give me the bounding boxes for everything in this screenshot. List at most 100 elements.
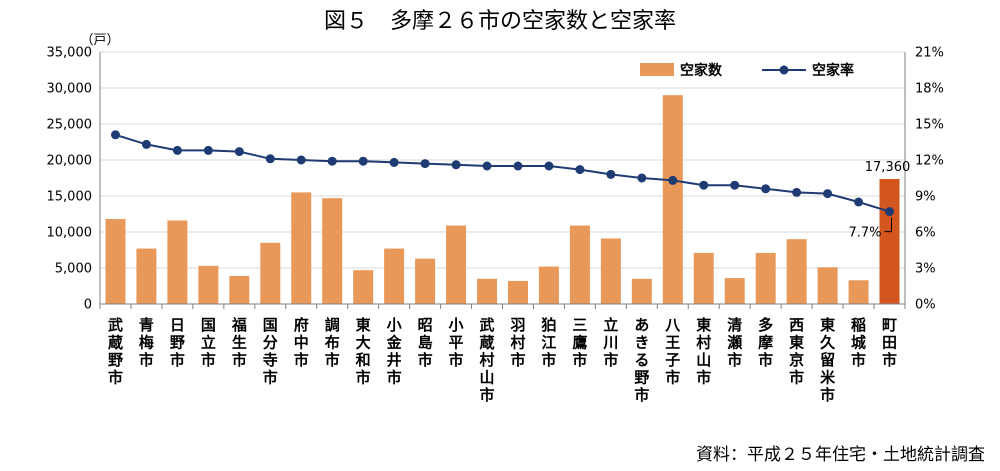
right-tick-label: 9% xyxy=(915,190,936,205)
rate-point xyxy=(172,145,182,155)
bar xyxy=(786,239,807,304)
rate-point xyxy=(265,154,275,164)
left-tick-label: 35,000 xyxy=(47,46,93,61)
left-tick-label: 15,000 xyxy=(47,190,93,205)
category-label: 武蔵村山市 xyxy=(480,316,495,404)
rate-point xyxy=(296,155,306,165)
right-tick-label: 12% xyxy=(915,154,944,169)
bar xyxy=(415,258,436,304)
bar xyxy=(507,280,528,304)
rate-point xyxy=(637,173,647,183)
bar xyxy=(136,248,157,304)
category-label: 日野市 xyxy=(170,316,185,369)
right-tick-label: 3% xyxy=(915,262,936,277)
category-label: 町田市 xyxy=(882,316,897,369)
right-tick-label: 6% xyxy=(915,226,936,241)
rate-data-label: 7.7% xyxy=(848,226,881,241)
category-label: 八王子市 xyxy=(664,316,681,387)
category-label: 西東京市 xyxy=(789,316,804,387)
legend-bar-swatch xyxy=(640,63,674,76)
bar xyxy=(105,219,126,304)
category-label: 国立市 xyxy=(201,316,216,369)
bar xyxy=(879,179,900,304)
rate-point xyxy=(358,156,368,166)
bar-data-label: 17,360 xyxy=(865,160,911,175)
right-tick-label: 15% xyxy=(915,118,944,133)
bar xyxy=(538,266,559,304)
rate-point xyxy=(420,159,430,169)
bar xyxy=(229,275,250,304)
category-label: 武蔵野市 xyxy=(108,316,123,387)
axes xyxy=(99,52,906,309)
rate-label-leader xyxy=(884,217,893,233)
bar xyxy=(569,225,590,304)
legend: 空家数 空家率 xyxy=(640,62,854,79)
category-label: 東大和市 xyxy=(356,316,371,387)
right-tick-label: 21% xyxy=(915,46,944,61)
rate-point xyxy=(141,139,151,149)
rate-point xyxy=(451,160,461,170)
rate-point xyxy=(761,184,771,194)
right-tick-label: 0% xyxy=(915,298,936,313)
source-note: 資料：平成２５年住宅・土地統計調査 xyxy=(696,445,985,465)
category-label: 小金井市 xyxy=(386,316,403,387)
bar xyxy=(724,278,745,304)
category-label: 東久留米市 xyxy=(820,316,836,404)
left-tick-label: 5,000 xyxy=(55,262,92,277)
bar xyxy=(322,198,343,304)
rate-point xyxy=(389,157,399,167)
left-tick-label: 20,000 xyxy=(47,154,93,169)
rate-point xyxy=(885,207,895,217)
bar xyxy=(755,252,776,304)
bar xyxy=(817,267,838,304)
category-label: 調布市 xyxy=(325,316,340,369)
rate-point xyxy=(482,161,492,171)
category-label: 稲城市 xyxy=(851,316,866,369)
left-tick-label: 30,000 xyxy=(47,82,93,97)
left-axis-ticks: 0 5,000 10,000 15,000 20,000 25,000 30,000 35,0… xyxy=(47,46,93,313)
rate-point xyxy=(699,180,709,190)
bar xyxy=(353,270,374,304)
right-axis-ticks: 0% 3% 6% 9% 12% 15% 18% 21% xyxy=(915,46,944,313)
unit-label: （戸） xyxy=(80,33,119,48)
rate-point xyxy=(575,165,585,175)
bar xyxy=(693,252,714,304)
bar xyxy=(446,225,467,304)
rate-point xyxy=(203,145,213,155)
line-series xyxy=(110,130,895,217)
left-tick-label: 0 xyxy=(84,298,92,313)
category-label: 清瀬市 xyxy=(727,316,742,369)
category-label: 立川市 xyxy=(602,316,618,369)
legend-line-marker xyxy=(779,65,789,75)
rate-point xyxy=(110,130,120,140)
bar xyxy=(600,238,621,304)
category-label: 羽村市 xyxy=(510,316,525,369)
annotations: 17,360 7.7% xyxy=(848,160,910,241)
bar xyxy=(167,220,188,304)
rate-point xyxy=(513,161,523,171)
category-label: 青梅市 xyxy=(139,316,154,369)
category-label: 三鷹市 xyxy=(572,316,587,369)
rate-line xyxy=(115,133,890,213)
bar xyxy=(260,242,281,304)
gridlines xyxy=(100,51,905,269)
rate-point xyxy=(823,189,833,199)
right-tick-label: 18% xyxy=(915,82,944,97)
category-label: 昭島市 xyxy=(418,316,433,369)
bar-series xyxy=(105,95,900,304)
category-label: 福生市 xyxy=(231,316,247,369)
category-label: 国分寺市 xyxy=(263,316,278,387)
category-label: あきる野市 xyxy=(634,316,649,404)
bar xyxy=(631,278,652,304)
rate-point xyxy=(792,187,802,197)
legend-line-label: 空家率 xyxy=(812,62,854,79)
bar xyxy=(848,280,869,304)
category-label: 多摩市 xyxy=(758,316,774,369)
bar xyxy=(291,192,312,304)
chart-title: 図５ 多摩２６市の空家数と空家率 xyxy=(324,9,676,34)
rate-point xyxy=(234,147,244,157)
legend-bar-label: 空家数 xyxy=(680,62,723,79)
left-tick-label: 25,000 xyxy=(47,118,93,133)
rate-point xyxy=(730,180,740,190)
